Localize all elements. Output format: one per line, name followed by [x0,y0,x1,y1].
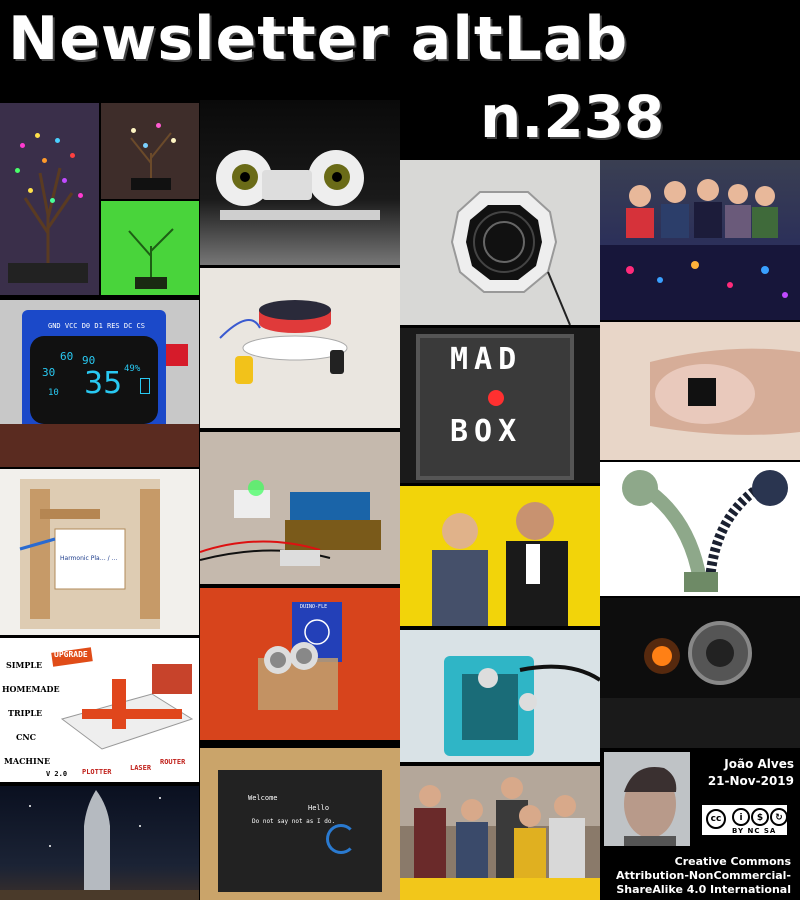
oled-pin-labels: GND VCC D0 D1 RES DC CS [48,322,145,330]
author-name: João Alves [724,757,794,771]
cnc-label-router: ROUTER [160,758,186,766]
license-line-3: ShareAlike 4.0 International [616,883,791,896]
cnc-word-4: CNC [16,732,37,742]
oled-percent: 49% [124,364,141,374]
cnc-label-plotter: PLOTTER [82,768,112,776]
face-icon [488,390,504,406]
mirror-text-2: Hello [308,804,330,812]
right-eye-icon [308,150,364,206]
scientists-lab-photo [600,160,800,320]
team-group-photo [400,766,600,900]
animatronic-eyes-photo [200,100,400,265]
by-icon: i [732,808,750,826]
led-tree-green-photo [101,201,199,295]
nc-icon: $ [751,808,769,826]
smart-mirror-photo: Welcome Hello Do not say not as I do. [200,748,400,900]
cnc-word-5: MACHINE [4,756,51,766]
cnc-version: V 2.0 [46,770,68,778]
cnc-label-laser: LASER [130,764,152,772]
starship-photo [0,786,199,900]
cnc-word-3: TRIPLE [8,708,43,718]
license-line-1: Creative Commons [674,855,791,868]
mad-box-line1: MAD [450,342,523,377]
battery-icon [140,378,150,394]
cc-badge-label: BY NC SA [732,827,777,835]
newsletter-title: Newsletter altLab [8,4,629,74]
mirror-text-3: Do not say not as I do. [252,818,336,825]
author-avatar [604,752,690,846]
cnc-machine-photo: SIMPLE HOMEMADE TRIPLE CNC MACHINE UPGRA… [0,638,199,782]
led-tree-warm-photo [101,103,199,199]
sa-icon: ↻ [770,808,788,826]
oled-value: 35 [84,366,123,401]
wooden-plotter-photo: Harmonic Pla… / … [0,469,199,635]
tree-branches-icon [8,167,88,283]
gauge-tick-30: 30 [42,366,56,379]
cnc-upgrade-badge: UPGRADE [54,650,88,659]
cc-license-badge[interactable]: cc i $ ↻ BY NC SA [700,803,789,837]
blue-device-photo [400,630,600,762]
oled-display-photo: GND VCC D0 D1 RES DC CS 30 60 90 10 35 4… [0,300,199,467]
infinity-mirror-photo [400,160,600,325]
researchers-photo [400,486,600,626]
gauge-tick-60: 60 [60,350,74,363]
issue-number: n.238 [480,83,665,151]
author-block: João Alves 21-Nov-2019 [700,756,794,790]
issue-date: 21-Nov-2019 [707,774,794,788]
gauge-tick-90: 90 [82,354,96,367]
rfid-label: DUINO-FLE [300,604,328,610]
cnc-word-2: HOMEMADE [2,684,60,694]
quantum-lab-photo [600,598,800,748]
license-line-2: Attribution-NonCommercial- [616,869,791,882]
gauge-tick-10: 10 [48,388,59,398]
mad-box-line2: BOX [450,414,523,449]
plotter-note: Harmonic Pla… / … [60,555,118,562]
tiny-chip-photo [600,322,800,460]
cnc-word-1: SIMPLE [6,660,43,670]
arduino-board-photo [200,432,400,584]
led-tree-photo [0,103,99,295]
cc-icon: cc [706,809,726,829]
mad-box-photo: MAD BOX [400,328,600,483]
robot-car-photo [200,268,400,428]
license-text[interactable]: Creative Commons Attribution-NonCommerci… [604,855,791,897]
mirror-text-1: Welcome [248,794,278,802]
soft-gripper-photo [600,462,800,596]
rfid-sensor-photo: DUINO-FLE [200,588,400,740]
